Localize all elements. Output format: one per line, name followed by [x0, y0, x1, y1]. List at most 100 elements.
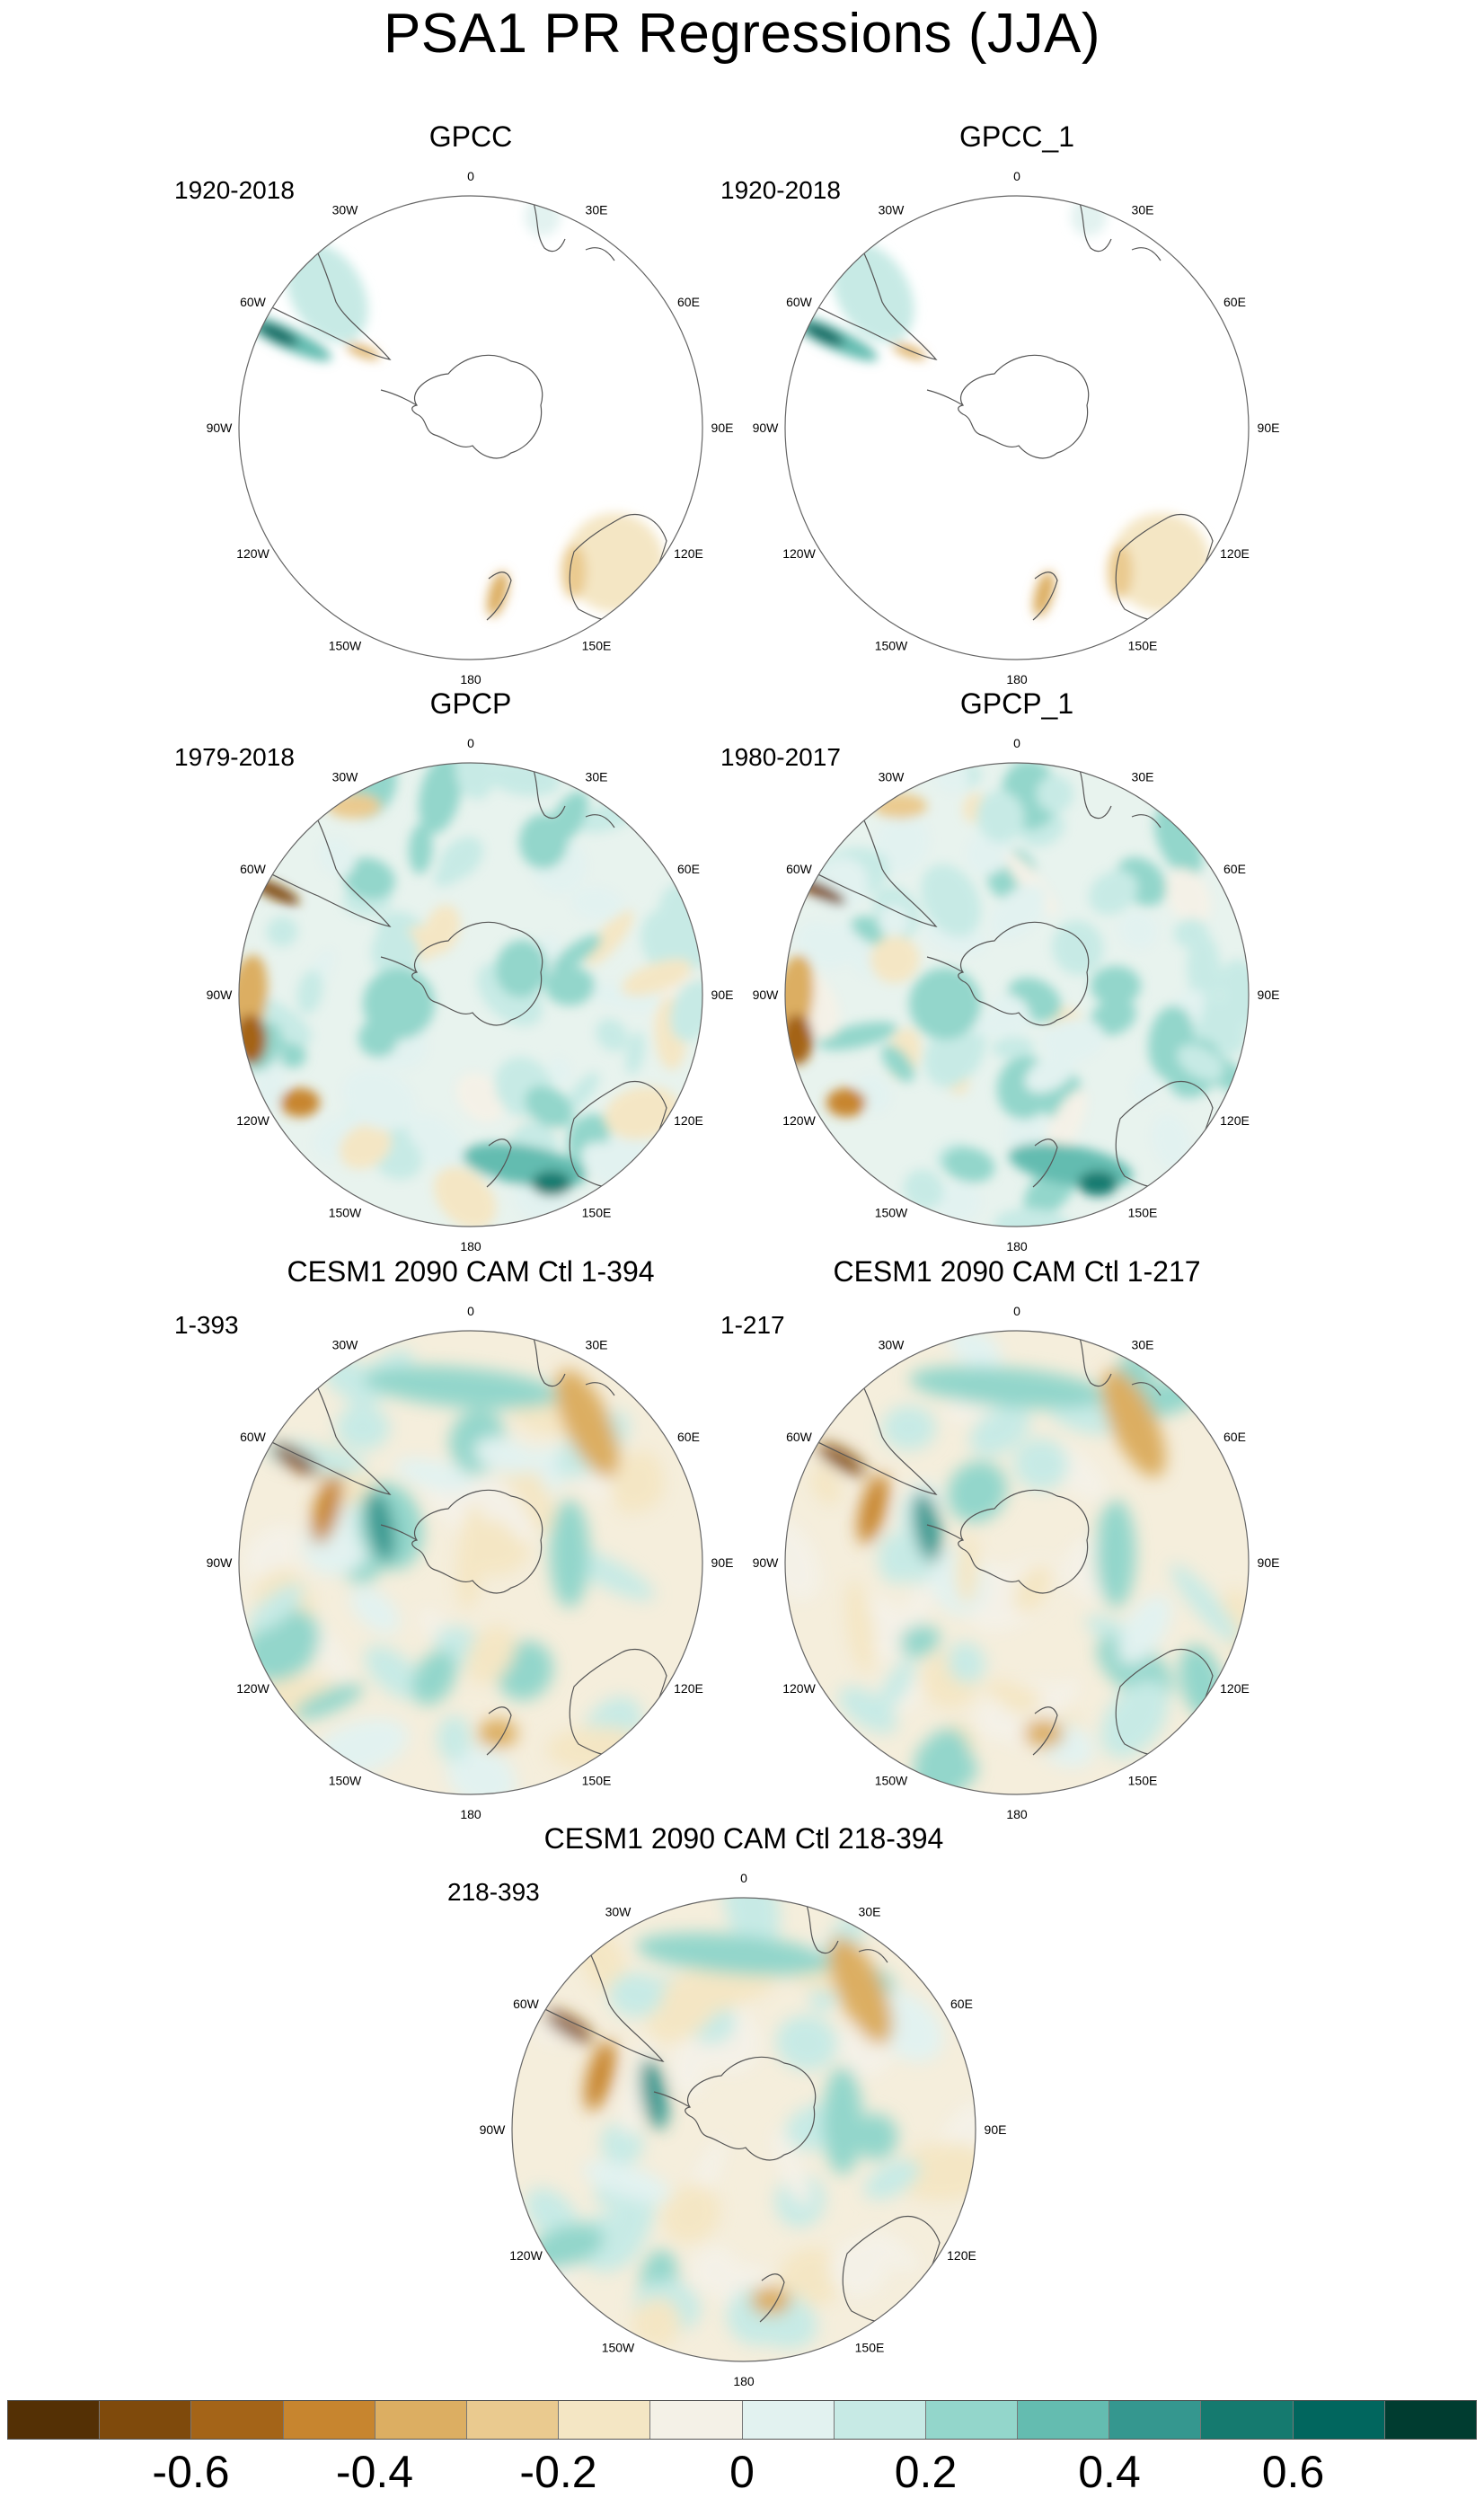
field-blob [586, 909, 633, 966]
field-blob [662, 2184, 720, 2244]
panel-period: 218-393 [447, 1878, 540, 1906]
peninsula-coastline [380, 956, 418, 973]
longitude-label: 150E [1128, 1773, 1158, 1787]
precip-field [239, 763, 702, 1227]
peninsula-coastline [653, 2091, 691, 2108]
field-blob [1166, 868, 1212, 926]
longitude-label: 60E [677, 1430, 700, 1444]
colorbar-tick-label: -0.4 [335, 2447, 414, 2497]
longitude-label: 150W [329, 1773, 362, 1787]
colorbar-swatch [466, 2401, 560, 2439]
field-blob [394, 1457, 473, 1493]
madagascar-coastline [585, 814, 615, 828]
field-blob [367, 1491, 395, 1563]
field-blob [990, 883, 1047, 940]
longitude-label: 60W [786, 1430, 813, 1444]
longitude-label: 120W [236, 1681, 269, 1696]
field-blob [609, 1972, 663, 2017]
panel-title: GPCP_1 [959, 687, 1074, 720]
longitude-label: 60E [677, 862, 700, 876]
longitude-label: 120E [1220, 1681, 1250, 1696]
field-blob [561, 545, 587, 598]
field-blob [878, 905, 909, 939]
field-blob [1033, 571, 1055, 617]
field-blob [437, 1714, 472, 1762]
colorbar-tick-label: -0.6 [152, 2447, 230, 2497]
peninsula-coastline [380, 1524, 418, 1541]
colorbar-swatch [191, 2401, 284, 2439]
longitude-label: 0 [467, 736, 474, 750]
field-blob [1101, 1369, 1166, 1477]
longitude-label: 180 [1006, 1239, 1028, 1253]
longitude-label: 90W [480, 2122, 507, 2137]
colorbar-swatch [8, 2401, 101, 2439]
longitude-label: 60W [513, 1997, 540, 2011]
colorbar-swatch [1109, 2401, 1202, 2439]
field-blob [892, 343, 926, 359]
polar-map: 0 30E 60E 90E 120E 150E 180 150W 120W 90W 60W 30W [207, 736, 734, 1253]
field-blob [565, 1072, 600, 1112]
longitude-label: 60W [786, 295, 813, 309]
field-blob [1091, 966, 1141, 1005]
field-blob [311, 1474, 343, 1544]
longitude-label: 60E [677, 295, 700, 309]
field-blob [878, 1657, 915, 1712]
map-boundary [238, 1330, 703, 1795]
longitude-label: 150W [875, 1205, 908, 1219]
field-blob [881, 1044, 915, 1083]
field-blob [466, 1625, 516, 1684]
map-panel-cesm1-218-394: 0 30E 60E 90E 120E 150E 180 150W 120W 90W 60W 30W C… [447, 1822, 1022, 2408]
longitude-label: 120E [947, 2248, 976, 2263]
field-blob [411, 1650, 457, 1705]
new-zealand-coastline [486, 1138, 512, 1188]
longitude-label: 0 [467, 169, 474, 183]
longitude-label: 150E [1128, 1205, 1158, 1219]
field-blob [873, 793, 927, 819]
longitude-label: 60E [1223, 862, 1246, 876]
field-blob [625, 1031, 645, 1076]
longitude-label: 0 [740, 1871, 747, 1885]
longitude-label: 90W [207, 1555, 234, 1570]
field-blob [845, 1580, 875, 1674]
field-blob [632, 2298, 681, 2350]
field-blob [829, 2238, 888, 2298]
new-zealand-coastline [486, 571, 512, 621]
field-blob [976, 790, 1024, 843]
longitude-label: 0 [1013, 169, 1020, 183]
longitude-label: 90E [711, 1555, 734, 1570]
colorbar-swatch [1293, 2401, 1385, 2439]
longitude-label: 150E [582, 1773, 612, 1787]
longitude-label: 120E [674, 1113, 703, 1128]
panel-period: 1979-2018 [174, 743, 295, 771]
antarctica-coastline [411, 1489, 543, 1594]
longitude-label: 90E [1258, 988, 1280, 1002]
field-blob [582, 2160, 673, 2203]
field-blob [1152, 1113, 1191, 1169]
field-blob [342, 857, 395, 899]
precip-field [785, 197, 1214, 621]
colorbar-swatch [834, 2401, 926, 2439]
field-blob [363, 968, 435, 1040]
field-blob [571, 887, 624, 921]
longitude-label: 180 [460, 1239, 481, 1253]
field-blob [271, 1443, 320, 1475]
longitude-label: 150W [875, 638, 908, 652]
field-blob [853, 2113, 898, 2160]
field-blob [817, 1443, 866, 1475]
peninsula-coastline [926, 1524, 964, 1541]
longitude-label: 180 [460, 1807, 481, 1821]
map-boundary [238, 762, 703, 1227]
precip-field [239, 1337, 667, 1794]
map-panel-gpcc-1: 0 30E 60E 90E 120E 150E 180 150W 120W 90W 60W 30W G… [720, 120, 1295, 706]
longitude-label: 30W [332, 203, 359, 217]
field-blob [408, 1114, 467, 1173]
colorbar-tick-label: 0.4 [1078, 2447, 1141, 2497]
field-blob [1042, 1018, 1105, 1062]
peninsula-coastline [380, 389, 418, 406]
field-blob [904, 1169, 944, 1210]
field-blob [363, 1366, 561, 1409]
map-boundary [784, 1330, 1250, 1795]
colorbar-swatch [559, 2401, 651, 2439]
colorbar-tick-label: -0.2 [519, 2447, 597, 2497]
field-blob [909, 968, 981, 1040]
